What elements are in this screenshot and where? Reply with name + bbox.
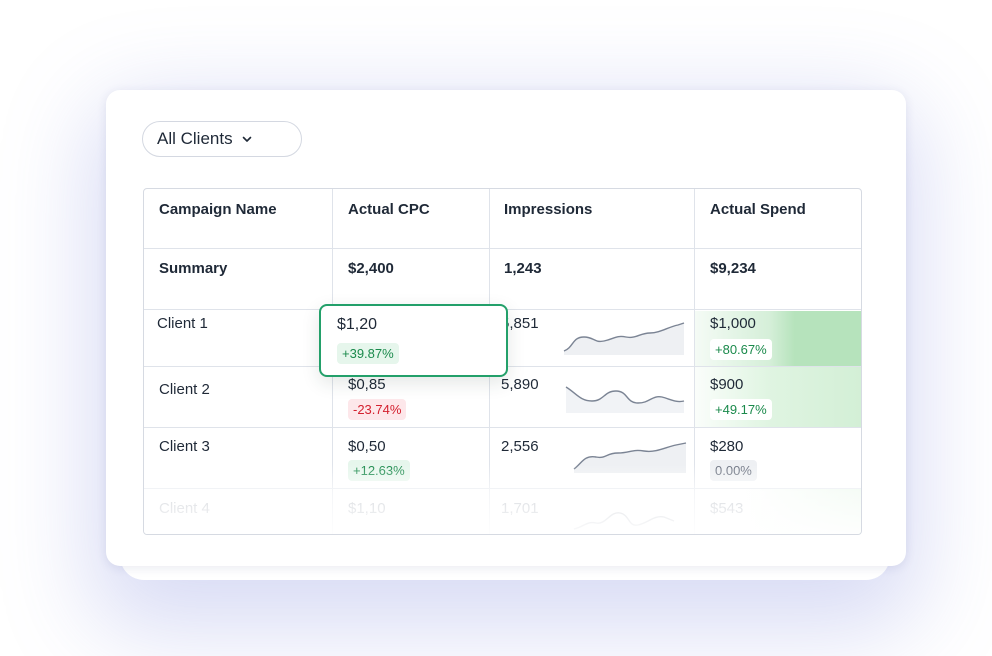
summary-label: Summary: [159, 260, 228, 277]
row-name-client-3[interactable]: Client 3: [159, 438, 210, 455]
header-campaign-name[interactable]: Campaign Name: [159, 201, 277, 218]
sparkline-client-3: [573, 442, 687, 473]
row-impressions-client-3: 2,556: [501, 438, 539, 455]
summary-cpc: $2,400: [348, 260, 394, 277]
cpc-change-badge-client-1: +39.87%: [337, 343, 399, 364]
header-actual-spend[interactable]: Actual Spend: [710, 201, 806, 218]
sparkline-client-4: [573, 512, 675, 530]
client-filter-label: All Clients: [157, 129, 233, 148]
cpc-change-badge-client-3: +12.63%: [348, 460, 410, 481]
row-cpc-client-1: $1,20: [337, 316, 378, 333]
sparkline-client-1: [563, 322, 685, 355]
row-divider: [144, 248, 861, 249]
campaign-table: Campaign Name Actual CPC Impressions Act…: [143, 188, 862, 535]
row-name-client-1[interactable]: Client 1: [157, 315, 208, 332]
column-divider: [694, 189, 695, 534]
spend-change-badge-client-2: +49.17%: [710, 399, 772, 420]
highlighted-cpc-cell-client-1[interactable]: $1,20 +39.87%: [319, 304, 508, 377]
report-card: All Clients Campaign Name Actual CPC Imp…: [106, 90, 906, 566]
row-spend-client-2: $900: [710, 376, 744, 393]
spend-change-badge-client-3: 0.00%: [710, 460, 757, 481]
sparkline-client-2: [565, 386, 685, 413]
row-name-client-4[interactable]: Client 4: [159, 500, 210, 517]
client-filter-dropdown[interactable]: All Clients: [142, 121, 302, 157]
row-impressions-client-1: 5,851: [501, 315, 539, 332]
summary-impressions: 1,243: [504, 260, 542, 277]
row-divider: [144, 488, 861, 489]
row-impressions-client-4: 1,701: [501, 500, 539, 517]
spend-change-badge-client-1: +80.67%: [710, 339, 772, 360]
summary-spend: $9,234: [710, 260, 756, 277]
header-actual-cpc[interactable]: Actual CPC: [348, 201, 430, 218]
row-cpc-client-3: $0,50: [348, 438, 386, 455]
header-impressions[interactable]: Impressions: [504, 201, 593, 218]
row-spend-client-1: $1,000: [710, 315, 756, 332]
row-cpc-client-4: $1,10: [348, 500, 386, 517]
row-spend-client-4: $543: [710, 500, 744, 517]
cpc-change-badge-client-2: -23.74%: [348, 399, 407, 420]
row-impressions-client-2: 5,890: [501, 376, 539, 393]
row-spend-client-3: $280: [710, 438, 744, 455]
row-name-client-2[interactable]: Client 2: [159, 381, 210, 398]
row-divider: [144, 427, 861, 428]
chevron-down-icon: [241, 133, 253, 145]
row-cpc-client-2: $0,85: [348, 376, 386, 393]
